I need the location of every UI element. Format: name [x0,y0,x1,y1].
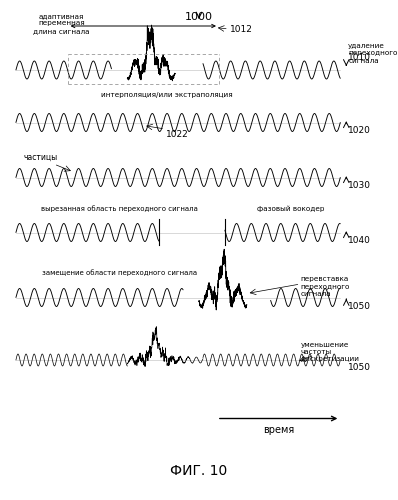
Text: 1000: 1000 [185,12,213,22]
Text: время: время [263,425,294,435]
Text: 1050: 1050 [348,302,371,311]
Text: уменьшение
частоты
дискретизации: уменьшение частоты дискретизации [300,342,359,362]
Text: перевставка
переходного
сигнала: перевставка переходного сигнала [300,276,350,297]
Text: 1022: 1022 [166,130,189,139]
Text: 1040: 1040 [348,236,371,245]
Text: замещение области переходного сигнала: замещение области переходного сигнала [42,270,197,276]
Text: 1020: 1020 [348,126,371,135]
Text: 1010: 1010 [348,52,371,62]
Text: вырезанная область переходного сигнала: вырезанная область переходного сигнала [41,206,198,212]
Text: удаление
переходного
сигнала: удаление переходного сигнала [348,43,398,64]
Text: 1050: 1050 [348,363,371,372]
Text: 1030: 1030 [348,181,371,190]
Text: ФИГ. 10: ФИГ. 10 [170,464,228,478]
Text: частицы: частицы [24,153,58,162]
Text: интерполяция/или экстраполяция: интерполяция/или экстраполяция [101,92,233,98]
Text: фазовый вокодер: фазовый вокодер [257,206,324,212]
Text: адаптивная
переменная
длина сигнала: адаптивная переменная длина сигнала [33,13,90,34]
Text: 1012: 1012 [230,24,253,34]
